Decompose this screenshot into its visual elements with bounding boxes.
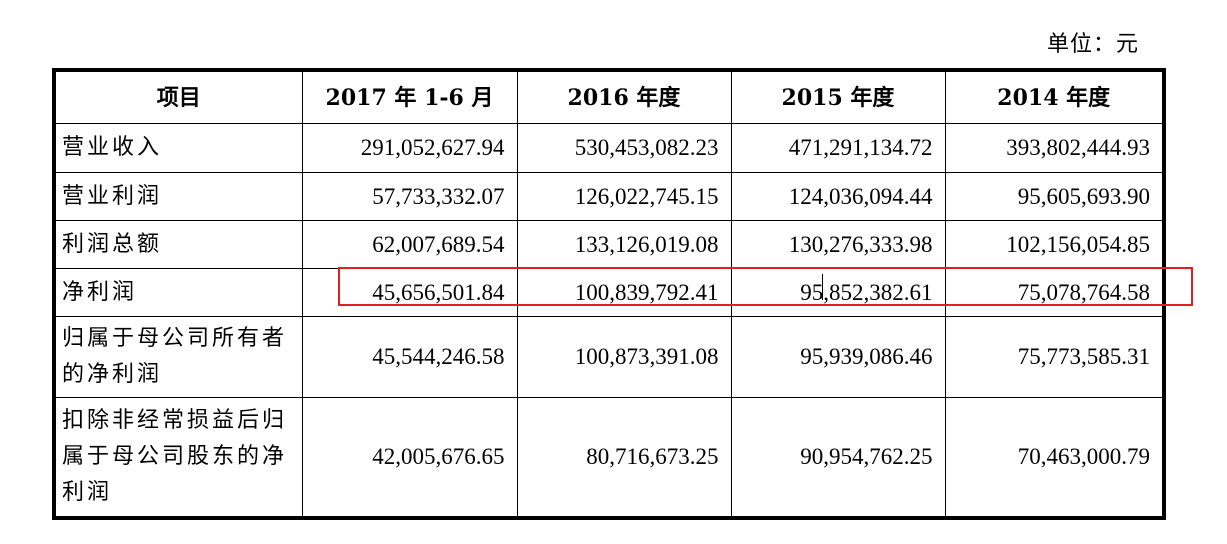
cell-value: 80,716,673.25 xyxy=(516,397,732,519)
cell-value: 133,126,019.08 xyxy=(516,220,732,269)
cell-value: 62,007,689.54 xyxy=(301,220,518,269)
text-cursor xyxy=(822,274,823,300)
cell-value: 291,052,627.94 xyxy=(301,123,518,173)
cell-value: 393,802,444.93 xyxy=(944,123,1165,173)
header-2014: 2014 年度 xyxy=(944,69,1165,124)
cell-value: 95,939,086.46 xyxy=(730,316,946,398)
cell-value: 102,156,054.85 xyxy=(944,220,1165,269)
cell-value: 471,291,134.72 xyxy=(730,123,946,173)
table-row: 营业收入 291,052,627.94 530,453,082.23 471,2… xyxy=(53,123,1165,173)
cell-value: 90,954,762.25 xyxy=(730,397,946,519)
cell-value: 42,005,676.65 xyxy=(301,397,518,519)
cell-value: 130,276,333.98 xyxy=(730,220,946,269)
unit-label: 单位：元 xyxy=(1046,32,1139,57)
row-label: 营业收入 xyxy=(53,123,303,173)
financial-table: 项目 2017 年 1-6 月 2016 年度 2015 年度 2014 年度 … xyxy=(52,68,1166,520)
cell-value: 75,773,585.31 xyxy=(944,316,1165,398)
header-item: 项目 xyxy=(53,69,303,124)
row-label: 利润总额 xyxy=(53,220,303,269)
cell-value: 45,544,246.58 xyxy=(301,316,518,398)
table-row-highlighted: 净利润 45,656,501.84 100,839,792.41 95,852,… xyxy=(53,268,1165,317)
cell-value: 75,078,764.58 xyxy=(944,268,1165,317)
table-row: 扣除非经常损益后归属于母公司股东的净利润 42,005,676.65 80,71… xyxy=(53,397,1165,519)
cell-value: 95,852,382.61 xyxy=(730,268,946,317)
cell-value: 57,733,332.07 xyxy=(301,172,518,221)
header-2017h1: 2017 年 1-6 月 xyxy=(301,69,518,124)
cell-value: 100,839,792.41 xyxy=(516,268,732,317)
table-row: 归属于母公司所有者的净利润 45,544,246.58 100,873,391.… xyxy=(53,316,1165,398)
header-2016: 2016 年度 xyxy=(516,69,732,124)
row-label: 归属于母公司所有者的净利润 xyxy=(53,316,303,398)
cell-value: 126,022,745.15 xyxy=(516,172,732,221)
row-label: 扣除非经常损益后归属于母公司股东的净利润 xyxy=(53,397,303,519)
row-label: 净利润 xyxy=(53,268,303,317)
table-row: 营业利润 57,733,332.07 126,022,745.15 124,03… xyxy=(53,172,1165,221)
cell-value: 45,656,501.84 xyxy=(301,268,518,317)
cell-value: 70,463,000.79 xyxy=(944,397,1165,519)
cell-value: 124,036,094.44 xyxy=(730,172,946,221)
row-label: 营业利润 xyxy=(53,172,303,221)
table-header-row: 项目 2017 年 1-6 月 2016 年度 2015 年度 2014 年度 xyxy=(53,69,1165,124)
cell-value: 95,605,693.90 xyxy=(944,172,1165,221)
header-2015: 2015 年度 xyxy=(730,69,946,124)
table-row: 利润总额 62,007,689.54 133,126,019.08 130,27… xyxy=(53,220,1165,269)
cell-value: 100,873,391.08 xyxy=(516,316,732,398)
cell-value: 530,453,082.23 xyxy=(516,123,732,173)
